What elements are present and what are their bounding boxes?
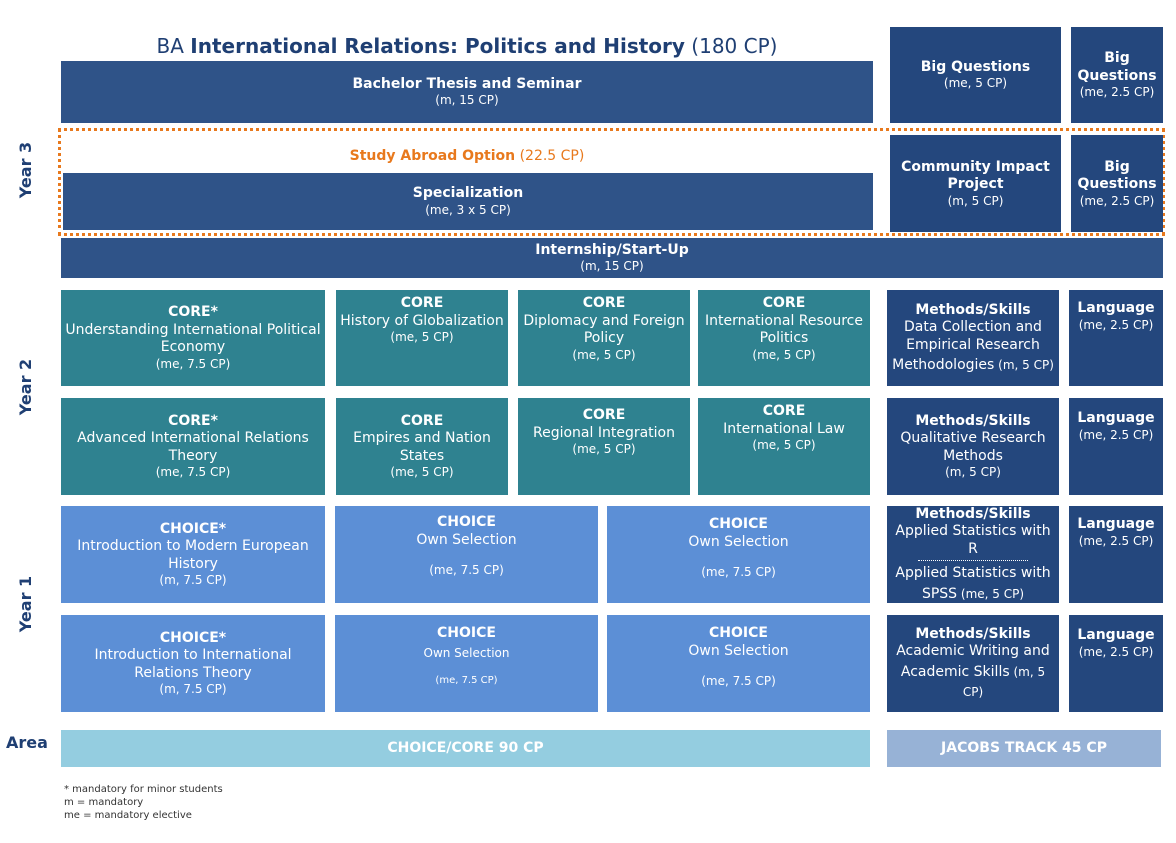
big-questions-box-2: Big Questions (me, 2.5 CP) bbox=[1071, 27, 1163, 123]
methods-statistics-box: Methods/Skills Applied Statistics with R… bbox=[887, 506, 1059, 603]
language-box-y2-1: Language (me, 2.5 CP) bbox=[1069, 290, 1163, 386]
specialization-box: Specialization (me, 3 x 5 CP) bbox=[63, 173, 873, 230]
core-ipe-box: CORE* Understanding International Politi… bbox=[61, 290, 325, 386]
choice-own-selection-box-4: CHOICE Own Selection (me, 7.5 CP) bbox=[607, 615, 870, 712]
core-diplomacy-box: CORE Diplomacy and Foreign Policy (me, 5… bbox=[518, 290, 690, 386]
community-impact-box: Community Impact Project (m, 5 CP) bbox=[890, 135, 1061, 232]
choice-ir-theory-box: CHOICE* Introduction to International Re… bbox=[61, 615, 325, 712]
core-globalization-box: CORE History of Globalization (me, 5 CP) bbox=[336, 290, 508, 386]
language-box-y2-2: Language (me, 2.5 CP) bbox=[1069, 398, 1163, 495]
year-3-label: Year 3 bbox=[16, 141, 35, 199]
page-title: BA International Relations: Politics and… bbox=[156, 34, 778, 58]
choice-own-selection-box-1: CHOICE Own Selection (me, 7.5 CP) bbox=[335, 506, 598, 603]
methods-qualitative-box: Methods/Skills Qualitative Research Meth… bbox=[887, 398, 1059, 495]
year-1-label: Year 1 bbox=[16, 575, 35, 633]
choice-own-selection-box-2: CHOICE Own Selection (me, 7.5 CP) bbox=[607, 506, 870, 603]
area-label: Area bbox=[6, 733, 48, 752]
choice-own-selection-box-3: CHOICE Own Selection (me, 7.5 CP) bbox=[335, 615, 598, 712]
language-box-y1-2: Language (me, 2.5 CP) bbox=[1069, 615, 1163, 712]
core-regional-box: CORE Regional Integration (me, 5 CP) bbox=[518, 398, 690, 495]
legend-minor: * mandatory for minor students bbox=[64, 784, 223, 795]
methods-data-collection-box: Methods/Skills Data Collection and Empir… bbox=[887, 290, 1059, 386]
legend: * mandatory for minor students m = manda… bbox=[64, 783, 364, 822]
core-resource-box: CORE International Resource Politics (me… bbox=[698, 290, 870, 386]
jacobs-track-area-bar: JACOBS TRACK 45 CP bbox=[887, 730, 1161, 767]
study-abroad-frame bbox=[58, 128, 1165, 236]
internship-box: Internship/Start-Up (m, 15 CP) bbox=[61, 238, 1163, 278]
choice-european-history-box: CHOICE* Introduction to Modern European … bbox=[61, 506, 325, 603]
year-2-label: Year 2 bbox=[16, 358, 35, 416]
methods-academic-writing-box: Methods/Skills Academic Writing and Acad… bbox=[887, 615, 1059, 712]
bachelor-thesis-box: Bachelor Thesis and Seminar (m, 15 CP) bbox=[61, 61, 873, 123]
dotted-divider bbox=[918, 560, 1028, 562]
big-questions-box-3: Big Questions (me, 2.5 CP) bbox=[1071, 135, 1163, 232]
study-abroad-label: Study Abroad Option (22.5 CP) bbox=[349, 148, 585, 164]
big-questions-box-1: Big Questions (me, 5 CP) bbox=[890, 27, 1061, 123]
core-law-box: CORE International Law (me, 5 CP) bbox=[698, 398, 870, 495]
language-box-y1-1: Language (me, 2.5 CP) bbox=[1069, 506, 1163, 603]
choice-core-area-bar: CHOICE/CORE 90 CP bbox=[61, 730, 870, 767]
core-ir-theory-box: CORE* Advanced International Relations T… bbox=[61, 398, 325, 495]
core-empires-box: CORE Empires and Nation States (me, 5 CP… bbox=[336, 398, 508, 495]
legend-mandatory-elective: me = mandatory elective bbox=[64, 810, 192, 821]
legend-mandatory: m = mandatory bbox=[64, 797, 144, 808]
